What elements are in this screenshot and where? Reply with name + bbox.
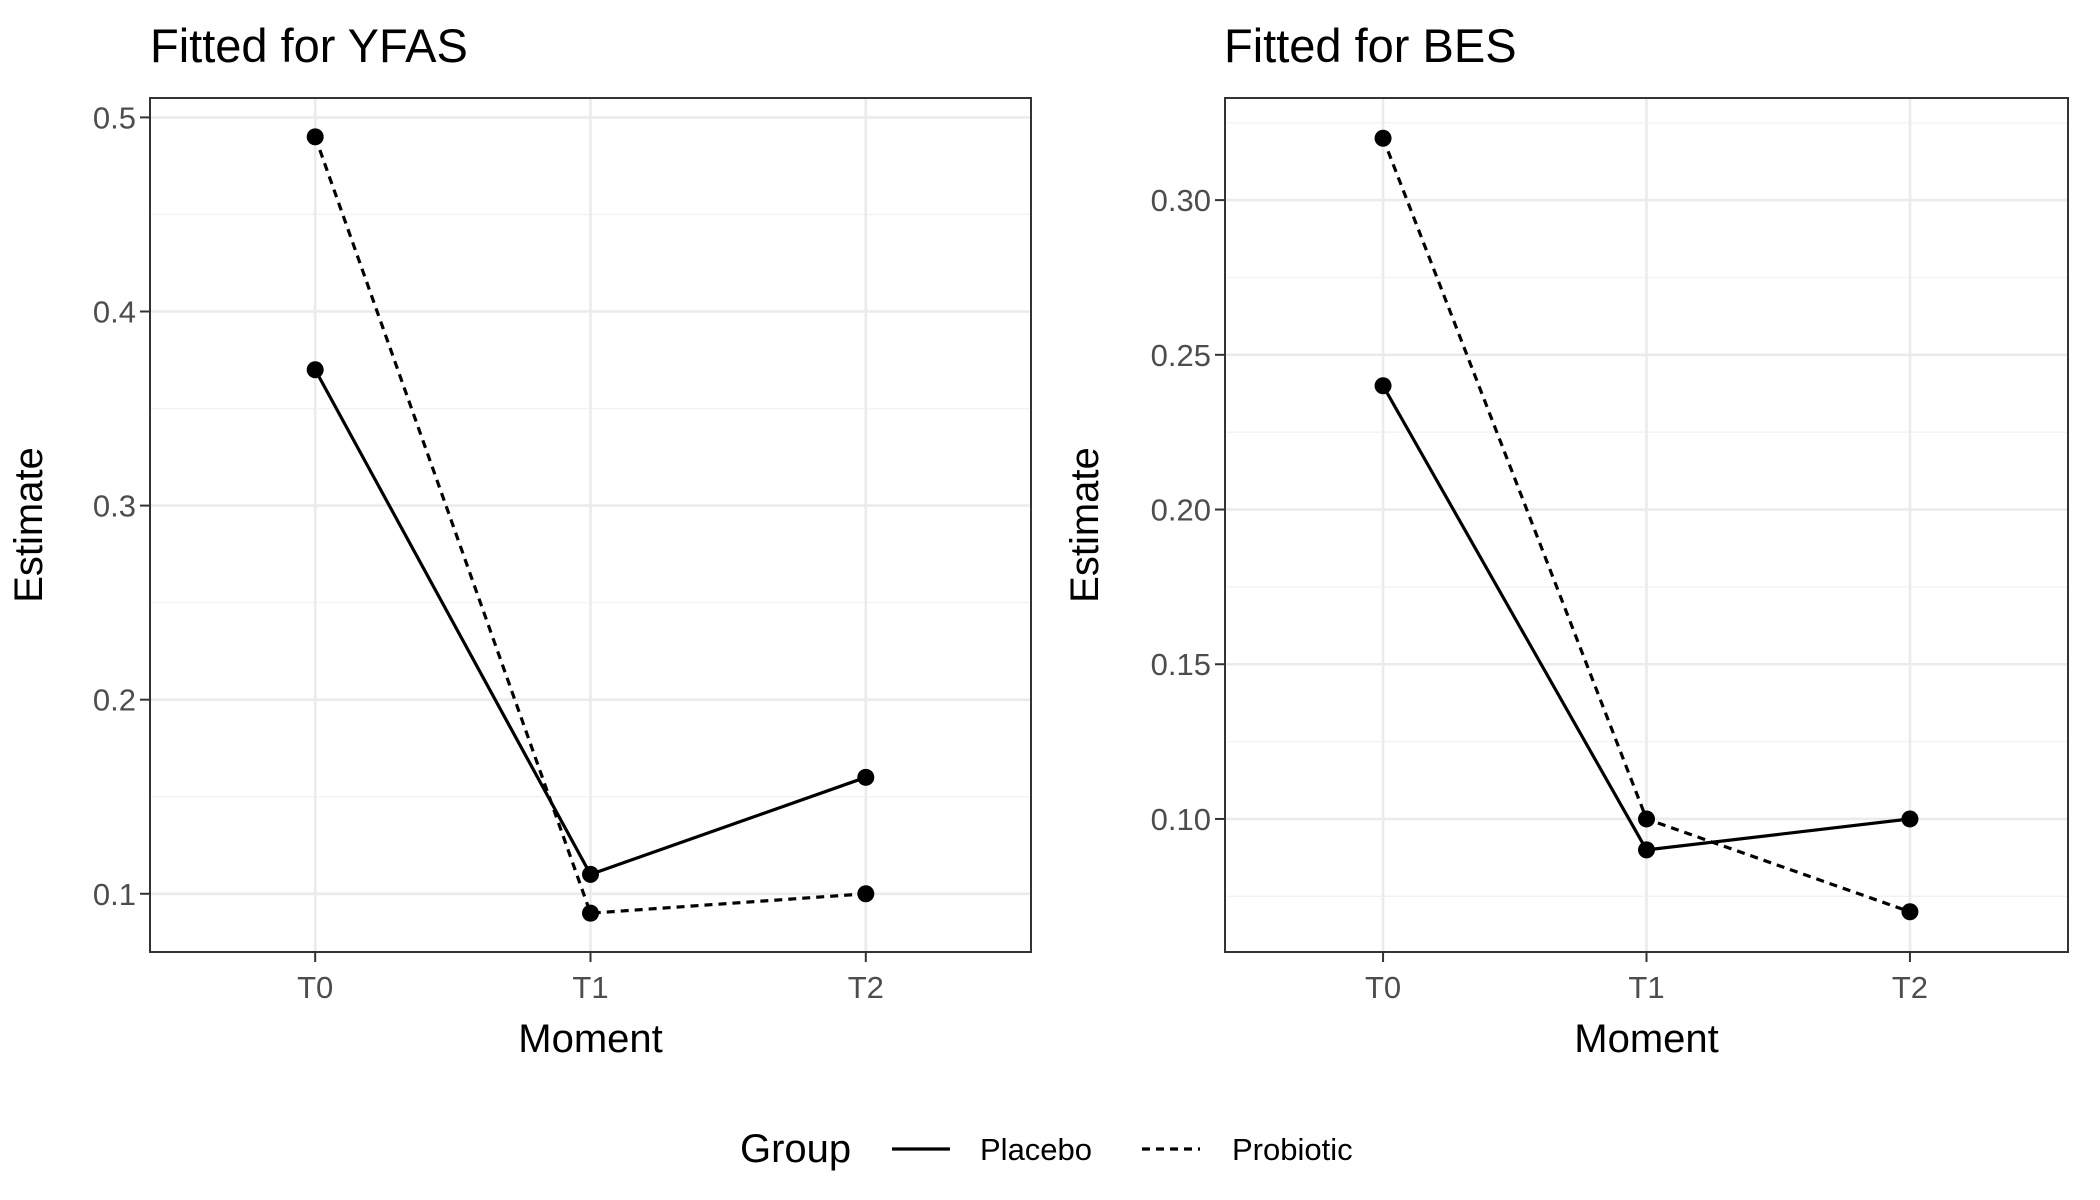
point-probiotic-t1 xyxy=(1638,810,1655,828)
y-tick-label: 0.4 xyxy=(93,295,136,330)
y-tick-label: 0.5 xyxy=(93,100,136,135)
x-tick-label: T0 xyxy=(1365,970,1401,1005)
point-probiotic-t2 xyxy=(857,885,875,903)
legend-title: Group xyxy=(740,1127,851,1171)
point-placebo-t1 xyxy=(582,865,599,883)
point-placebo-t0 xyxy=(306,361,324,379)
y-tick-label: 0.3 xyxy=(93,489,136,524)
chart-title: Fitted for BES xyxy=(1224,19,1517,72)
x-axis-title: Moment xyxy=(518,1017,663,1061)
point-probiotic-t0 xyxy=(1374,129,1392,147)
legend: Group Placebo Probiotic xyxy=(740,1127,1353,1171)
point-placebo-t1 xyxy=(1638,841,1655,859)
point-placebo-t2 xyxy=(857,768,875,786)
y-tick-label: 0.15 xyxy=(1151,647,1211,682)
y-tick-label: 0.20 xyxy=(1151,493,1211,528)
x-tick-label: T2 xyxy=(1892,970,1928,1005)
point-probiotic-t1 xyxy=(582,904,599,922)
x-axis-title: Moment xyxy=(1574,1017,1719,1061)
y-tick-label: 0.1 xyxy=(93,877,136,912)
legend-label-placebo: Placebo xyxy=(980,1132,1092,1167)
point-probiotic-t0 xyxy=(306,128,324,146)
point-placebo-t0 xyxy=(1374,377,1392,395)
x-tick-label: T2 xyxy=(848,970,884,1005)
panel-yfas: 0.1 0.2 0.3 0.4 0.5 T0 T1 T2 Fitted for YFAS Mome… xyxy=(7,19,1032,1061)
y-tick-label: 0.25 xyxy=(1151,338,1211,373)
chart-title: Fitted for YFAS xyxy=(150,19,468,72)
legend-label-probiotic: Probiotic xyxy=(1232,1132,1353,1167)
x-tick-label: T1 xyxy=(1628,970,1664,1005)
x-tick-label: T0 xyxy=(297,970,333,1005)
point-placebo-t2 xyxy=(1901,810,1919,828)
point-probiotic-t2 xyxy=(1901,903,1919,921)
y-tick-label: 0.2 xyxy=(93,683,136,718)
y-tick-label: 0.30 xyxy=(1151,183,1211,218)
y-tick-label: 0.10 xyxy=(1151,802,1211,837)
panel-bes: 0.10 0.15 0.20 0.25 0.30 T0 T1 T2 Fitted for BES… xyxy=(1063,19,2069,1061)
y-axis-title: Estimate xyxy=(7,447,51,603)
x-tick-label: T1 xyxy=(572,970,608,1005)
y-axis-title: Estimate xyxy=(1063,447,1107,603)
